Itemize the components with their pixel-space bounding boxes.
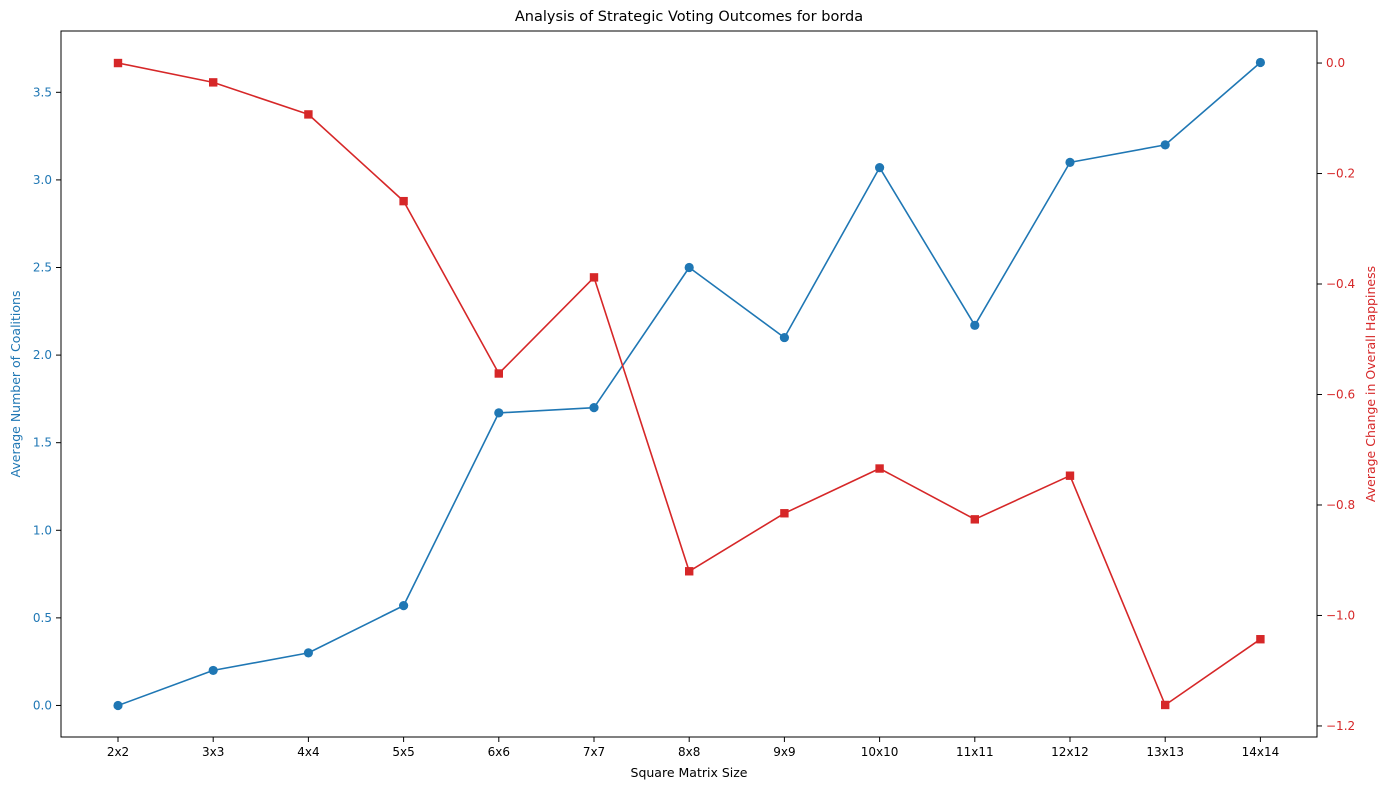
data-point-left	[684, 262, 694, 273]
y-left-tick-label: 0.5	[33, 611, 52, 625]
data-point-right	[970, 515, 979, 524]
chart-title: Analysis of Strategic Voting Outcomes fo…	[515, 9, 863, 25]
y-left-axis-label: Average Number of Coalitions	[8, 291, 23, 478]
y-left-tick-label: 2.0	[33, 348, 52, 362]
data-point-right	[1256, 635, 1265, 644]
data-point-right	[1161, 700, 1170, 710]
data-point-right	[875, 464, 884, 473]
plot-area: 2x2 3x3 4x4 5x5 6x6 7x7 8x8 9x9 10x10 11x11 12x12 1…	[33, 30, 1355, 759]
y-right-tick-label: −0.2	[1326, 167, 1355, 181]
data-point-left	[208, 665, 218, 676]
data-point-right	[685, 567, 694, 576]
x-tick-label: 13x13	[1146, 745, 1184, 759]
x-tick-label: 3x3	[202, 745, 224, 759]
data-point-right	[399, 196, 408, 206]
x-tick-label: 2x2	[107, 745, 129, 759]
data-point-left	[1065, 157, 1075, 167]
data-point-left	[303, 648, 313, 658]
data-point-left	[1255, 57, 1265, 68]
data-point-right	[113, 58, 123, 68]
x-tick-label: 6x6	[488, 745, 510, 759]
x-tick-label: 9x9	[773, 745, 795, 759]
y-right-axis-label: Average Change in Overall Happiness	[1363, 266, 1378, 502]
y-left-tick-label: 3.0	[33, 173, 52, 187]
data-point-left	[1160, 140, 1170, 150]
y-left-tick-label: 1.0	[33, 523, 52, 537]
y-left-tick-label: 1.5	[33, 436, 52, 450]
data-point-right	[780, 509, 789, 518]
data-point-left	[875, 163, 885, 173]
y-right-tick-label: 0.0	[1326, 56, 1345, 70]
data-point-left	[494, 408, 504, 418]
series-left-line	[117, 61, 1261, 707]
data-point-left	[779, 332, 790, 343]
x-tick-label: 5x5	[392, 745, 414, 759]
data-point-left	[589, 403, 599, 413]
data-point-right	[209, 78, 218, 87]
x-tick-label: 11x11	[956, 745, 994, 759]
y-right-tick-label: −1.0	[1326, 608, 1355, 622]
y-left-tick-label: 0.0	[33, 698, 52, 712]
data-point-left	[113, 700, 123, 711]
x-axis-label: Square Matrix Size	[631, 765, 748, 780]
data-point-right	[589, 273, 599, 282]
data-point-left	[399, 601, 409, 611]
data-point-left	[970, 320, 980, 330]
x-tick-label: 14x14	[1242, 745, 1280, 759]
x-tick-label: 7x7	[583, 745, 605, 759]
plot-frame	[60, 30, 1318, 738]
x-tick-label: 8x8	[678, 745, 700, 759]
data-point-right	[494, 369, 503, 378]
y-right-tick-label: −0.8	[1326, 498, 1355, 512]
y-left-tick-label: 2.5	[33, 261, 52, 275]
data-point-right	[1065, 471, 1075, 480]
x-tick-label: 12x12	[1051, 745, 1089, 759]
data-point-right	[304, 110, 313, 119]
y-left-tick-label: 3.5	[33, 85, 52, 99]
x-tick-label: 10x10	[861, 745, 899, 759]
y-right-tick-label: −0.4	[1326, 277, 1355, 291]
y-right-tick-label: −0.6	[1326, 387, 1355, 401]
x-tick-label: 4x4	[297, 745, 319, 759]
y-right-tick-label: −1.2	[1326, 719, 1355, 733]
